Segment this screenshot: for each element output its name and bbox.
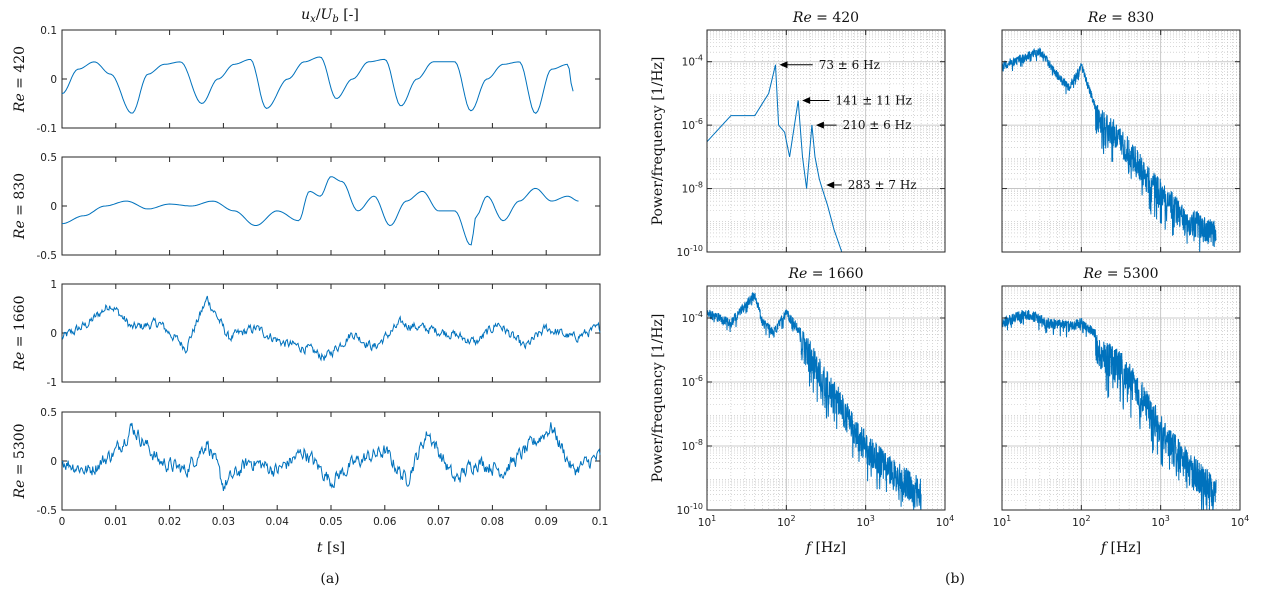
right-y-axis-label: Power/frequency [1/Hz] <box>650 57 666 226</box>
x-tick-label: 0.04 <box>266 516 290 528</box>
y-tick-label: 0.5 <box>40 407 57 419</box>
x-tick-label: 101 <box>993 514 1011 529</box>
spectrum-panel-1: Re = 420 73 ± 6 Hz 141 ± 11 Hz 210 ± 6 Hz 28… <box>706 10 946 253</box>
right-x-axis-label: f [Hz] <box>1100 540 1141 556</box>
y-tick-label: 0.5 <box>40 152 57 164</box>
spectrum-line <box>1002 309 1217 510</box>
x-tick-label: 0.07 <box>427 516 450 528</box>
y-tick-label: 10-4 <box>682 310 703 325</box>
annotation-label: 141 ± 11 Hz <box>835 93 911 107</box>
y-tick-label: 10-6 <box>682 374 703 389</box>
left-title: ux/Ub [-] <box>301 7 359 25</box>
annotation-arrowhead <box>779 61 788 69</box>
spectrum-panel-3: Re = 1660 <box>706 266 946 511</box>
annotation-arrowhead <box>815 121 824 129</box>
y-tick-label: -0.1 <box>37 123 58 135</box>
axes-box <box>1001 285 1241 511</box>
axes-box <box>706 29 946 253</box>
x-tick-label: 102 <box>1072 514 1090 529</box>
x-tick-label: 0.02 <box>158 516 181 528</box>
x-tick-label: 0.01 <box>104 516 127 528</box>
annotation-label: 283 ± 7 Hz <box>848 178 917 192</box>
x-tick-label: 103 <box>856 514 874 529</box>
spectrum-line <box>1002 47 1217 252</box>
y-tick-label: 0 <box>50 328 57 340</box>
annotation-label: 210 ± 6 Hz <box>843 118 912 132</box>
time-series-panel-4: Re = 5300 <box>12 411 601 511</box>
series-line <box>61 295 601 362</box>
x-tick-label: 0.06 <box>373 516 397 528</box>
x-tick-label: 0 <box>59 516 66 528</box>
series-line <box>61 176 579 246</box>
y-tick-label: -0.5 <box>37 505 58 517</box>
time-series-panel-3: Re = 1660 <box>12 283 601 383</box>
right-y-axis-label: Power/frequency [1/Hz] <box>650 314 666 483</box>
annotation-arrowhead <box>826 181 835 189</box>
spectrum-line <box>707 292 922 510</box>
x-tick-label: 0.03 <box>212 516 235 528</box>
y-tick-label: 10-4 <box>682 54 703 69</box>
x-tick-label: 0.09 <box>535 516 558 528</box>
time-series-panel-2: Re = 830 <box>12 156 601 256</box>
y-tick-label: 0.1 <box>40 25 57 37</box>
y-tick-label: 0 <box>50 201 57 213</box>
spectrum-panel-2: Re = 830 <box>1001 10 1241 253</box>
right-x-axis-label: f [Hz] <box>805 540 846 556</box>
panel-label-b: (b) <box>945 571 965 587</box>
x-tick-label: 103 <box>1151 514 1169 529</box>
axes-box <box>1001 29 1241 253</box>
y-tick-label: 0 <box>50 74 57 86</box>
panel-title: Re = 5300 <box>1082 266 1158 282</box>
y-tick-label: 10-8 <box>682 181 703 196</box>
x-tick-label: 102 <box>777 514 795 529</box>
annotation-label: 73 ± 6 Hz <box>819 58 880 72</box>
spectrum-panel-4: Re = 5300 <box>1001 266 1241 511</box>
axes-background <box>707 30 945 252</box>
y-tick-label: 10-10 <box>677 244 703 259</box>
y-tick-label: -0.5 <box>37 250 58 262</box>
y-tick-label: 10-10 <box>677 502 703 517</box>
left-x-axis-label: t [s] <box>317 540 345 556</box>
y-axis-label: Re = 5300 <box>12 423 28 499</box>
y-tick-label: -1 <box>47 377 57 389</box>
x-tick-label: 0.08 <box>481 516 504 528</box>
axes-box <box>61 283 601 383</box>
axes-box <box>61 156 601 256</box>
y-axis-label: Re = 420 <box>12 46 28 113</box>
x-tick-label: 104 <box>936 514 954 529</box>
y-tick-label: 1 <box>50 279 57 291</box>
axes-box <box>706 285 946 511</box>
y-axis-label: Re = 830 <box>12 173 28 240</box>
y-axis-label: Re = 1660 <box>12 295 28 371</box>
series-line <box>61 56 574 114</box>
y-tick-label: 0 <box>50 456 57 468</box>
panel-title: Re = 420 <box>792 10 859 26</box>
series-line <box>61 422 601 491</box>
spectrum-line <box>707 64 843 252</box>
axes-box <box>61 411 601 511</box>
x-tick-label: 0.05 <box>319 516 342 528</box>
x-tick-label: 104 <box>1231 514 1249 529</box>
x-tick-label: 0.1 <box>592 516 609 528</box>
axes-box <box>61 29 601 129</box>
panel-title: Re = 830 <box>1087 10 1154 26</box>
x-tick-label: 101 <box>698 514 716 529</box>
panel-title: Re = 1660 <box>787 266 863 282</box>
y-tick-label: 10-6 <box>682 117 703 132</box>
time-series-panel-1: Re = 420 <box>12 29 601 129</box>
panel-label-a: (a) <box>320 571 339 587</box>
y-tick-label: 10-8 <box>682 438 703 453</box>
annotation-arrowhead <box>802 96 811 104</box>
